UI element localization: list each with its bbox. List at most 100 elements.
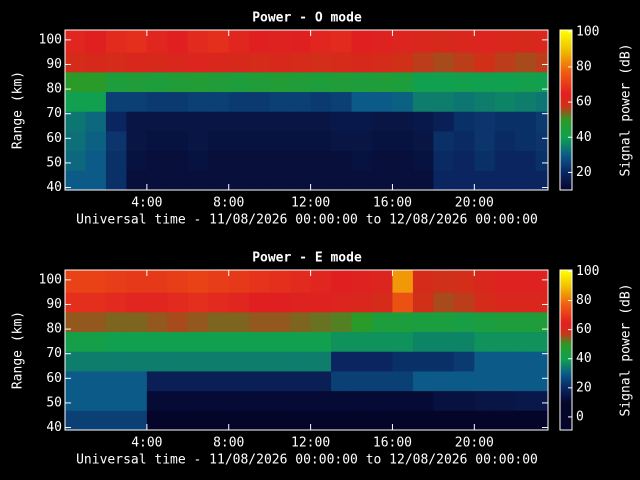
colorbar-swatch xyxy=(560,420,572,423)
heatmap-cell xyxy=(371,71,393,93)
heatmap-cell xyxy=(269,52,291,73)
heatmap-cell xyxy=(187,30,209,53)
heatmap-cell xyxy=(146,390,168,411)
colorbar-swatch xyxy=(560,368,572,371)
heatmap-cell xyxy=(269,130,291,152)
colorbar-swatch xyxy=(560,48,572,51)
heatmap-cell xyxy=(535,71,549,93)
heatmap-cell xyxy=(433,331,455,352)
heatmap-cell xyxy=(535,150,549,171)
heatmap-cell xyxy=(371,170,393,191)
colorbar-swatch xyxy=(560,30,572,33)
colorbar-swatch xyxy=(560,396,572,399)
heatmap-cell xyxy=(494,410,516,431)
heatmap-cell xyxy=(208,150,230,171)
colorbar-swatch xyxy=(560,74,572,77)
colorbar-swatch xyxy=(560,320,572,323)
heatmap-cell xyxy=(126,150,148,171)
heatmap-cell xyxy=(433,30,455,53)
y-axis-label: Range (km) xyxy=(11,71,26,149)
colorbar-swatch xyxy=(560,310,572,313)
heatmap-cell xyxy=(310,91,332,112)
x-tick-label: 16:00 xyxy=(373,196,412,211)
heatmap-cell xyxy=(494,331,516,352)
colorbar-swatch xyxy=(560,44,572,47)
heatmap-cell xyxy=(146,270,168,293)
heatmap-cell xyxy=(208,410,230,431)
heatmap-cell xyxy=(167,370,189,392)
heatmap-cell xyxy=(392,270,414,293)
heatmap-cell xyxy=(65,331,86,352)
colorbar-swatch xyxy=(560,292,572,295)
heatmap-cell xyxy=(535,111,549,132)
heatmap-cell xyxy=(65,150,86,171)
heatmap-cell xyxy=(228,370,250,392)
heatmap-cell xyxy=(351,390,373,411)
heatmap-cell xyxy=(310,410,332,431)
heatmap-cell xyxy=(167,71,189,93)
heatmap-cell xyxy=(290,270,312,293)
heatmap-cell xyxy=(126,111,148,132)
heatmap-cell xyxy=(412,170,434,191)
heatmap-cell xyxy=(310,130,332,152)
colorbar-swatch xyxy=(560,270,572,273)
colorbar-swatch xyxy=(560,418,572,421)
heatmap-cell xyxy=(146,170,168,191)
heatmap-cell xyxy=(392,311,414,333)
heatmap-cell xyxy=(351,111,373,132)
colorbar-swatch xyxy=(560,78,572,81)
heatmap-cell xyxy=(371,390,393,411)
heatmap-cell xyxy=(515,150,537,171)
heatmap-cell xyxy=(208,170,230,191)
heatmap-cell xyxy=(208,130,230,152)
colorbar-swatch xyxy=(560,312,572,315)
colorbar-swatch xyxy=(560,314,572,317)
heatmap-cell xyxy=(310,270,332,293)
colorbar-swatch xyxy=(560,38,572,41)
heatmap-cell xyxy=(105,170,127,191)
heatmap-cell xyxy=(515,130,537,152)
colorbar-swatch xyxy=(560,316,572,319)
heatmap-cell xyxy=(371,331,393,352)
heatmap-cell xyxy=(494,71,516,93)
colorbar-swatch xyxy=(560,184,572,187)
colorbar-tick-label: 20 xyxy=(576,165,592,180)
colorbar-swatch xyxy=(560,372,572,375)
heatmap-cell xyxy=(494,111,516,132)
heatmap-cell xyxy=(453,91,475,112)
heatmap-cell xyxy=(146,91,168,112)
heatmap-cell xyxy=(85,331,107,352)
heatmap-cell xyxy=(453,311,475,333)
heatmap-cell xyxy=(105,410,127,431)
colorbar-swatch xyxy=(560,60,572,63)
heatmap-cell xyxy=(310,351,332,372)
colorbar-swatch xyxy=(560,416,572,419)
heatmap-cell xyxy=(515,111,537,132)
colorbar-swatch xyxy=(560,404,572,407)
heatmap-cell xyxy=(494,390,516,411)
colorbar-swatch xyxy=(560,50,572,53)
heatmap-cell xyxy=(269,292,291,313)
heatmap-cell xyxy=(167,130,189,152)
heatmap-cell xyxy=(167,390,189,411)
heatmap-cell xyxy=(535,130,549,152)
heatmap-cell xyxy=(187,130,209,152)
colorbar-swatch xyxy=(560,46,572,49)
heatmap-cell xyxy=(126,390,148,411)
heatmap-cell xyxy=(331,170,353,191)
colorbar-swatch xyxy=(560,370,572,373)
colorbar-swatch xyxy=(560,166,572,169)
heatmap-cell xyxy=(167,292,189,313)
heatmap-cell xyxy=(167,91,189,112)
heatmap-cell xyxy=(392,370,414,392)
heatmap-cell xyxy=(187,292,209,313)
colorbar-swatch xyxy=(560,180,572,183)
heatmap-cell xyxy=(494,52,516,73)
heatmap-cell xyxy=(453,111,475,132)
colorbar-frame xyxy=(559,29,573,191)
colorbar-swatch xyxy=(560,274,572,277)
heatmap-cell xyxy=(290,111,312,132)
heatmap-cell xyxy=(187,111,209,132)
colorbar-swatch xyxy=(560,178,572,181)
heatmap-cell xyxy=(371,292,393,313)
